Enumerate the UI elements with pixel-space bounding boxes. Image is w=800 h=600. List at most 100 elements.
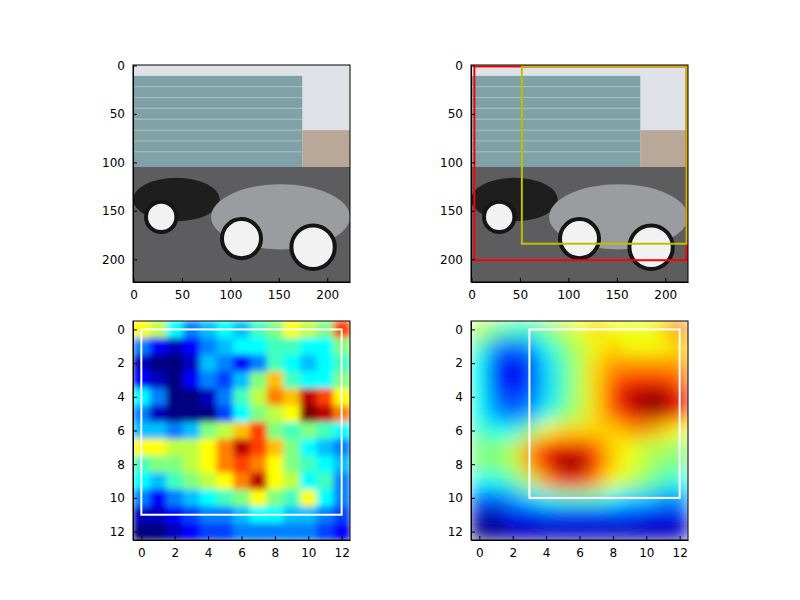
heatmap-cell — [183, 489, 200, 506]
heatmap-cell — [504, 439, 521, 456]
heatmap-cell — [571, 422, 588, 439]
heatmap-cell — [504, 489, 521, 506]
heatmap-cell — [504, 473, 521, 490]
tick-label: 2 — [509, 546, 517, 560]
heatmap-cell — [183, 422, 200, 439]
heatmap-cell — [504, 372, 521, 389]
tick-label: 12 — [448, 525, 463, 539]
heatmap-cell — [488, 473, 505, 490]
heatmap-cell — [233, 489, 250, 506]
window-line — [133, 119, 302, 120]
heatmap-cells — [133, 321, 350, 540]
heatmap-cell — [471, 506, 488, 523]
y-axis: 050100150200 — [102, 59, 137, 283]
heatmap-cell — [317, 338, 334, 355]
heatmap-cell — [471, 473, 488, 490]
y-tick: 2 — [117, 356, 137, 370]
plot-area — [471, 321, 688, 540]
heatmap-cell — [283, 388, 300, 405]
heatmap-cell — [655, 422, 672, 439]
tick-mark — [520, 278, 521, 282]
tick-label: 6 — [117, 424, 125, 438]
heatmap-cell — [571, 473, 588, 490]
heatmap-cell — [538, 506, 555, 523]
heatmap-cell — [488, 456, 505, 473]
roof — [640, 130, 688, 169]
heatmap-cell — [300, 523, 317, 540]
heatmap-cell — [233, 388, 250, 405]
heatmap-cell — [200, 405, 217, 422]
heatmap-cell — [250, 355, 267, 372]
heatmap-cell — [317, 372, 334, 389]
y-tick: 12 — [448, 525, 475, 539]
heatmap-cell — [250, 489, 267, 506]
x-tick: 10 — [301, 536, 316, 560]
heatmap-cell — [183, 523, 200, 540]
tick-mark — [133, 114, 137, 115]
tick-mark — [471, 329, 475, 330]
window-line — [133, 151, 302, 152]
tick-label: 6 — [455, 424, 463, 438]
tick-label: 100 — [440, 156, 463, 170]
axis-line — [472, 540, 689, 541]
heatmap-cell — [471, 422, 488, 439]
heatmap-cell — [605, 355, 622, 372]
window-line — [133, 140, 302, 141]
tick-label: 200 — [440, 253, 463, 267]
y-axis: 024681012 — [448, 322, 475, 541]
heatmap-cell — [250, 405, 267, 422]
tick-mark — [242, 536, 243, 540]
heatmap-cell — [605, 456, 622, 473]
heatmap-cell — [605, 439, 622, 456]
tick-mark — [230, 278, 231, 282]
heatmap-cell — [504, 422, 521, 439]
heatmap-cell — [200, 439, 217, 456]
tick-mark — [133, 329, 137, 330]
heatmap-cell — [605, 405, 622, 422]
heatmap-cell — [283, 372, 300, 389]
tick-mark — [182, 278, 183, 282]
tick-label: 10 — [639, 546, 654, 560]
axis-line — [471, 66, 472, 283]
window-line — [471, 119, 640, 120]
tick-mark — [133, 464, 137, 465]
tick-mark — [646, 536, 647, 540]
heatmap-cell — [267, 422, 284, 439]
heatmap-cell — [267, 372, 284, 389]
heatmap-cell — [317, 473, 334, 490]
heatmap-cell — [250, 473, 267, 490]
window-line — [133, 130, 302, 131]
tick-mark — [471, 259, 475, 260]
heatmap-cell — [183, 473, 200, 490]
bounding-box — [522, 66, 687, 243]
y-axis: 050100150200 — [440, 59, 475, 283]
x-tick: 150 — [606, 278, 629, 302]
heatmap-cell — [471, 489, 488, 506]
heatmap-cell — [538, 422, 555, 439]
tick-label: 8 — [610, 546, 618, 560]
x-tick: 8 — [610, 536, 618, 560]
heatmap-cell — [538, 372, 555, 389]
heatmap-cell — [233, 456, 250, 473]
x-tick: 6 — [238, 536, 246, 560]
heatmap-cell — [504, 388, 521, 405]
heatmap-cell — [488, 388, 505, 405]
heatmap-cell — [571, 506, 588, 523]
tick-label: 4 — [205, 546, 213, 560]
x-tick: 0 — [138, 536, 146, 560]
y-tick: 0 — [117, 59, 137, 73]
heatmap-cell — [655, 439, 672, 456]
heatmap-cell — [638, 355, 655, 372]
heatmap-cell — [283, 405, 300, 422]
heatmap-cell — [621, 338, 638, 355]
heatmap-cell — [317, 355, 334, 372]
heatmap-cell — [300, 422, 317, 439]
x-tick: 8 — [272, 536, 280, 560]
heatmap-cell — [504, 405, 521, 422]
frame — [133, 65, 350, 282]
axis-line — [134, 540, 351, 541]
heatmap-cell — [283, 523, 300, 540]
tick-mark — [665, 278, 666, 282]
heatmap-cell — [183, 439, 200, 456]
bounding-box — [529, 329, 679, 497]
